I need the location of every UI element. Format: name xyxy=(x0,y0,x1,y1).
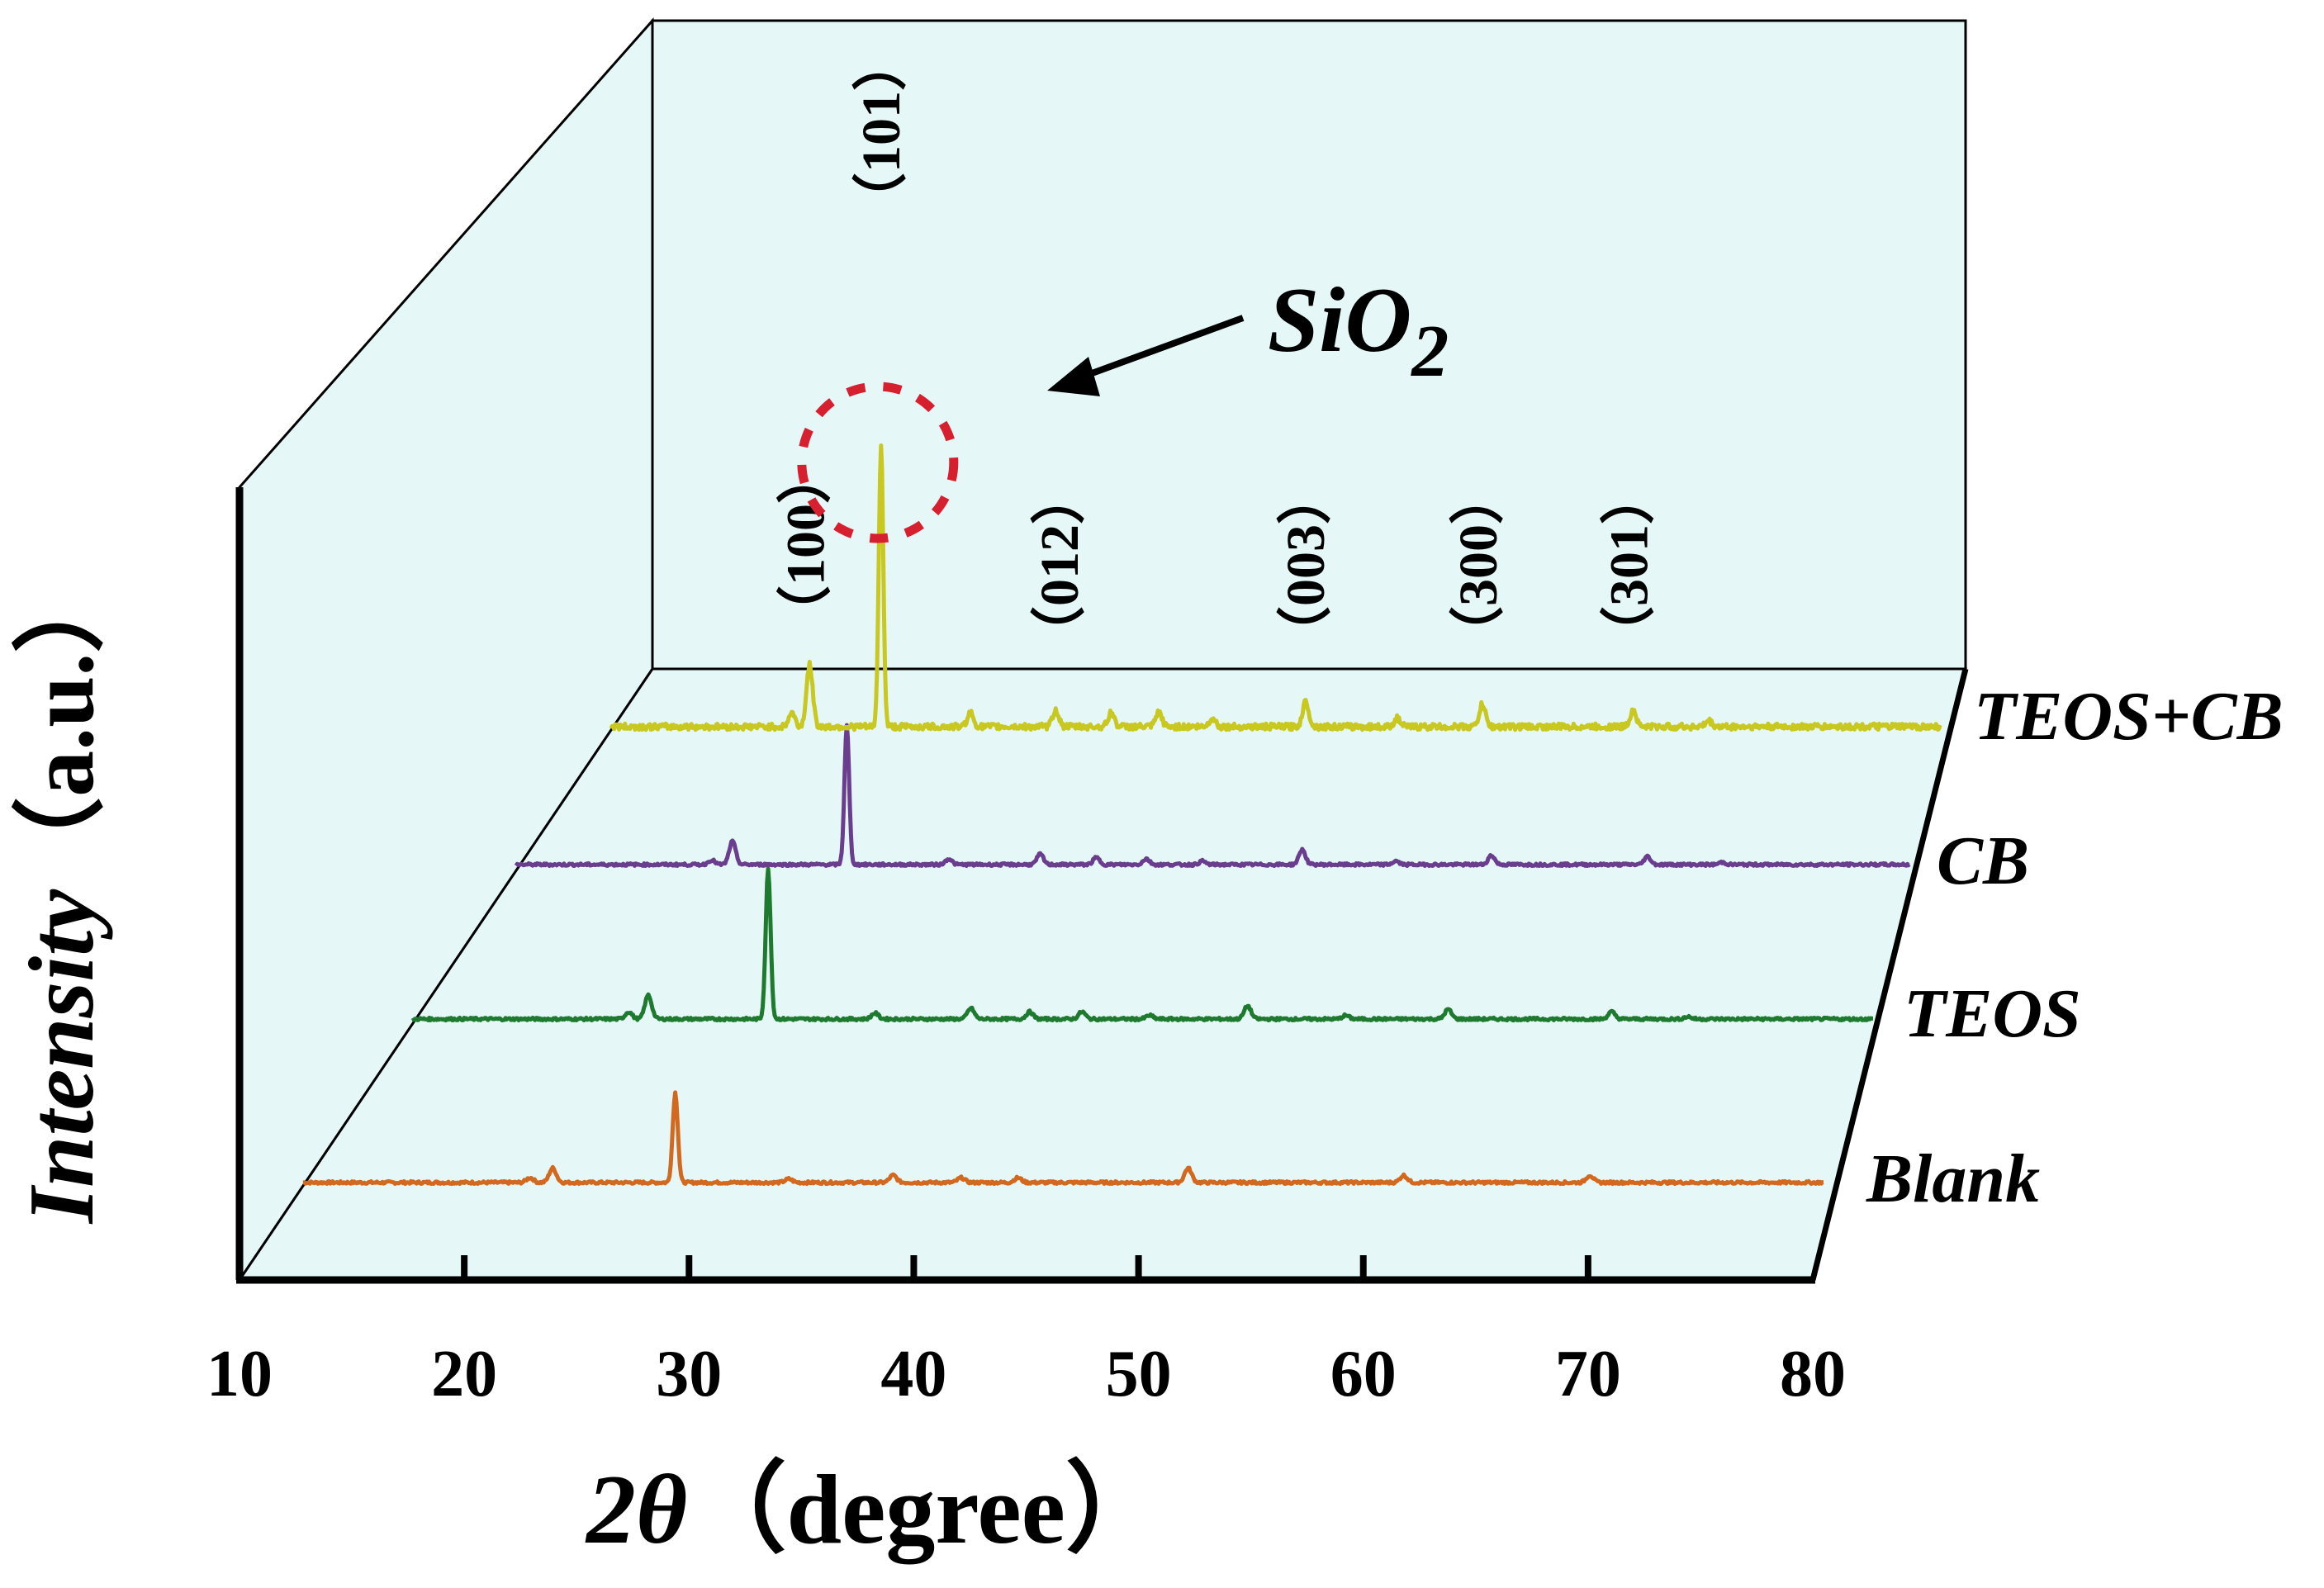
series-line-blank xyxy=(301,1090,1825,1187)
sio2-arrow xyxy=(1047,315,1245,396)
x-tick-label: 20 xyxy=(431,1338,497,1410)
series-label: TEOS+CB xyxy=(1974,678,2284,755)
x-tick-label: 80 xyxy=(1780,1338,1846,1410)
series-line-cb xyxy=(514,723,1911,868)
x-tick-label: 50 xyxy=(1106,1338,1172,1410)
x-tick-label: 70 xyxy=(1555,1338,1621,1410)
x-tick-label: 60 xyxy=(1330,1338,1397,1410)
peak-index-label: （003） xyxy=(1275,470,1336,661)
series-label: CB xyxy=(1937,822,2029,899)
sio2-annotation-label: SiO2 xyxy=(1268,269,1449,392)
back-wall xyxy=(651,19,1967,671)
peak-index-label: （301） xyxy=(1599,470,1660,661)
sio2-highlight-circle xyxy=(797,382,959,543)
depth-axis-line xyxy=(1809,668,1969,1281)
peak-index-label: （101） xyxy=(851,36,912,227)
series-label: Blank xyxy=(1866,1140,2040,1217)
x-tick-label: 10 xyxy=(206,1338,273,1410)
series-label: TEOS xyxy=(1904,975,2081,1052)
x-axis-title: 2θ（degree） xyxy=(585,1454,1164,1565)
series-line-teos xyxy=(410,866,1875,1023)
y-axis-title: Intensity（a.u.） xyxy=(11,561,113,1225)
peak-index-label: （012） xyxy=(1029,470,1090,661)
x-tick-label: 30 xyxy=(656,1338,722,1410)
x-tick-label: 40 xyxy=(880,1338,946,1410)
peak-index-label: （300） xyxy=(1448,470,1509,661)
series-line-teos-cb xyxy=(609,443,1942,732)
